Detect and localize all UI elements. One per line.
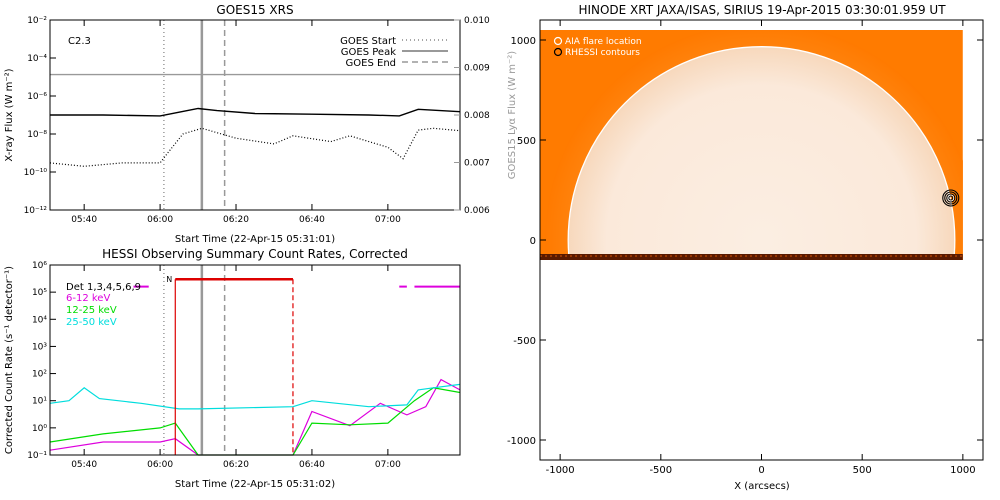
goes-title: GOES15 XRS — [216, 3, 293, 17]
hinode-ytick-label: 1000 — [511, 36, 536, 47]
aia-flare-marker — [947, 194, 955, 202]
hessi-series-2 — [49, 383, 461, 410]
goes-ylabel: X-ray Flux (W m⁻²) — [4, 68, 15, 161]
goes-ytick-label: 10⁻¹² — [24, 206, 48, 216]
rhessi-contour-1 — [944, 191, 958, 205]
goes-legend-start-label: GOES Start — [340, 36, 396, 47]
goes-xtick-label: 06:20 — [223, 215, 249, 225]
hinode-limb — [567, 46, 956, 260]
hessi-legend-12-25: 12-25 keV — [66, 305, 117, 316]
hessi-frame — [49, 264, 461, 456]
hinode-ytick-label: -500 — [513, 336, 536, 347]
goes-ytick-right-label: 0.009 — [464, 64, 490, 74]
hessi-xlabel: Start Time (22-Apr-15 05:31:02) — [175, 479, 335, 490]
goes-ytick-right-label: 0.010 — [464, 16, 490, 26]
goes-ytick-label: 10⁻⁴ — [27, 54, 47, 64]
hessi-plot-area: N — [49, 265, 461, 456]
hinode-ytick-label: 0 — [530, 236, 536, 247]
goes-series-1 — [49, 127, 461, 167]
hinode-xtick-label: -1000 — [546, 465, 575, 476]
goes-legend-end-label: GOES End — [346, 58, 396, 69]
hinode-solar-image — [540, 30, 963, 260]
hessi-legend: Det 1,3,4,5,6,9 6-12 keV 12-25 keV 25-50… — [66, 282, 141, 328]
goes-xtick-label: 05:40 — [71, 215, 97, 225]
goes-plot-area — [49, 20, 461, 210]
hessi-series-0 — [49, 378, 461, 456]
hinode-ytick-label: 500 — [517, 136, 536, 147]
rhessi-contour-2 — [946, 193, 956, 203]
goes-annotation: C2.3 — [68, 36, 91, 47]
goes-legend: GOES Start GOES Peak GOES End — [340, 36, 448, 69]
hessi-ylabel: Corrected Count Rate (s⁻¹ detector⁻¹) — [4, 266, 15, 454]
goes-ytick-label: 10⁻⁸ — [27, 130, 47, 140]
hinode-bottom-strip — [540, 254, 963, 260]
hessi-ytick-label: 10⁰ — [32, 424, 47, 434]
rhessi-contour-3 — [948, 195, 954, 201]
hinode-legend: AIA flare location RHESSI contours — [553, 36, 642, 58]
goes-xtick-label: 06:00 — [147, 215, 173, 225]
goes-xrs-panel: GOES15 XRS 10⁻¹² 10⁻¹⁰ 10⁻⁸ 10⁻⁶ 10⁻⁴ 10⁻² 0.0… — [4, 3, 518, 245]
hessi-ytick-label: 10⁵ — [32, 288, 47, 298]
goes-ytick-label: 10⁻⁶ — [27, 92, 47, 102]
hinode-xlabel: X (arcsecs) — [734, 481, 790, 492]
goes-xtick-label: 07:00 — [375, 215, 401, 225]
hessi-legend-6-12: 6-12 keV — [66, 293, 110, 304]
hessi-legend-25-50: 25-50 keV — [66, 317, 117, 328]
hinode-legend-rhessi: RHESSI contours — [565, 48, 640, 58]
goes-ytick-right-label: 0.007 — [464, 159, 490, 169]
goes-ytick-label: 10⁻² — [27, 16, 47, 26]
hinode-image-panel: HINODE XRT JAXA/ISAS, SIRIUS 19-Apr-2015… — [507, 3, 984, 492]
hessi-ytick-label: 10⁻¹ — [27, 451, 47, 461]
hessi-panel: HESSI Observing Summary Count Rates, Cor… — [4, 247, 461, 490]
hessi-night-label: N — [166, 275, 172, 284]
hessi-legend-title: Det 1,3,4,5,6,9 — [66, 282, 141, 293]
hessi-ytick-label: 10⁴ — [32, 315, 47, 325]
goes-ytick-right-label: 0.008 — [464, 111, 490, 121]
goes-ytick-label: 10⁻¹⁰ — [24, 168, 48, 178]
hinode-legend-rhessi-marker — [553, 47, 563, 57]
hessi-series-1 — [49, 387, 461, 456]
hinode-solar-disk — [568, 46, 955, 260]
goes-ytick-right-label: 0.006 — [464, 206, 490, 216]
hessi-xtick-label: 07:00 — [375, 460, 401, 470]
hessi-xtick-label: 06:40 — [299, 460, 325, 470]
hessi-xtick-label: 05:40 — [71, 460, 97, 470]
hinode-legend-aia-marker — [553, 36, 563, 46]
hinode-legend-aia: AIA flare location — [565, 37, 642, 47]
hinode-image-clip — [540, 30, 963, 260]
hessi-ytick-label: 10¹ — [32, 397, 47, 407]
hessi-ytick-label: 10⁶ — [32, 261, 47, 271]
hinode-title: HINODE XRT JAXA/ISAS, SIRIUS 19-Apr-2015… — [578, 3, 946, 17]
goes-series-0 — [50, 107, 461, 117]
hessi-axes: 10⁻¹ 10⁰ 10¹ 10² 10³ 10⁴ 10⁵ 10⁶ 05:40 06:00 06:20… — [27, 261, 401, 470]
goes-legend-peak-label: GOES Peak — [341, 47, 396, 58]
hinode-xtick-label: 1000 — [950, 465, 975, 476]
hinode-ytick-label: -1000 — [507, 436, 536, 447]
hessi-ytick-label: 10² — [32, 370, 47, 380]
hessi-xtick-label: 06:00 — [147, 460, 173, 470]
hessi-ytick-label: 10³ — [32, 342, 47, 352]
hinode-xtick-label: 0 — [758, 465, 764, 476]
hinode-xtick-label: 500 — [853, 465, 872, 476]
goes-ylabel-right: GOES15 Lyα Flux (W m⁻²) — [507, 51, 518, 179]
hessi-xtick-label: 06:20 — [223, 460, 249, 470]
hinode-xtick-label: -500 — [649, 465, 672, 476]
goes-xtick-label: 06:40 — [299, 215, 325, 225]
hessi-title: HESSI Observing Summary Count Rates, Cor… — [102, 247, 408, 261]
rhessi-contour-0 — [942, 189, 960, 207]
goes-axes: 10⁻¹² 10⁻¹⁰ 10⁻⁸ 10⁻⁶ 10⁻⁴ 10⁻² 0.006 0.007 0.00… — [24, 16, 490, 225]
hinode-axes: -1000 -500 0 500 1000 -1000 -500 0 500 1000 — [507, 20, 983, 476]
goes-xlabel: Start Time (22-Apr-15 05:31:01) — [175, 234, 335, 245]
